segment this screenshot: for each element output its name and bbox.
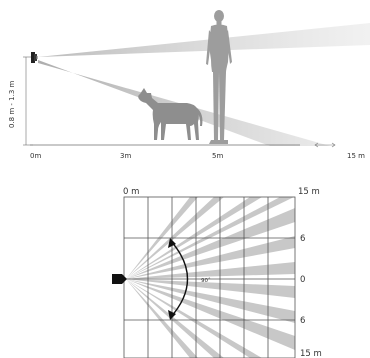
right-label-6-upper: 6 <box>300 234 305 244</box>
motion-detector-icon <box>31 52 38 63</box>
arc-arrowhead-top-icon <box>168 238 176 248</box>
mounting-height-label: 0.8 m - 1.3 m <box>8 80 16 128</box>
distance-label-5m: 5m <box>212 152 223 160</box>
top-label-15m: 15 m <box>298 187 320 197</box>
range-arrow <box>314 142 336 148</box>
arc-arrowhead-bottom-icon <box>168 310 176 320</box>
person-silhouette-icon <box>206 10 232 144</box>
motion-detector-top-icon <box>112 274 127 284</box>
distance-label-3m: 3m <box>120 152 131 160</box>
distance-label-0m: 0m <box>30 152 41 160</box>
dog-silhouette-icon <box>138 88 203 140</box>
mounting-height-dimension <box>23 56 33 146</box>
right-label-0: 0 <box>300 275 305 285</box>
detection-angle-arc <box>169 239 189 319</box>
side-view: 0.8 m - 1.3 m 0m 3m 5m 15 m <box>8 10 370 160</box>
upper-detection-beam <box>38 23 370 57</box>
angle-label: 90˚ <box>201 277 211 284</box>
top-view: 90˚ 0 m 15 m 6 0 6 15 m <box>112 187 322 358</box>
right-label-15m: 15 m <box>300 349 322 358</box>
right-label-6-lower: 6 <box>300 316 305 326</box>
distance-label-15m: 15 m <box>347 152 365 160</box>
top-label-0m: 0 m <box>123 187 139 197</box>
